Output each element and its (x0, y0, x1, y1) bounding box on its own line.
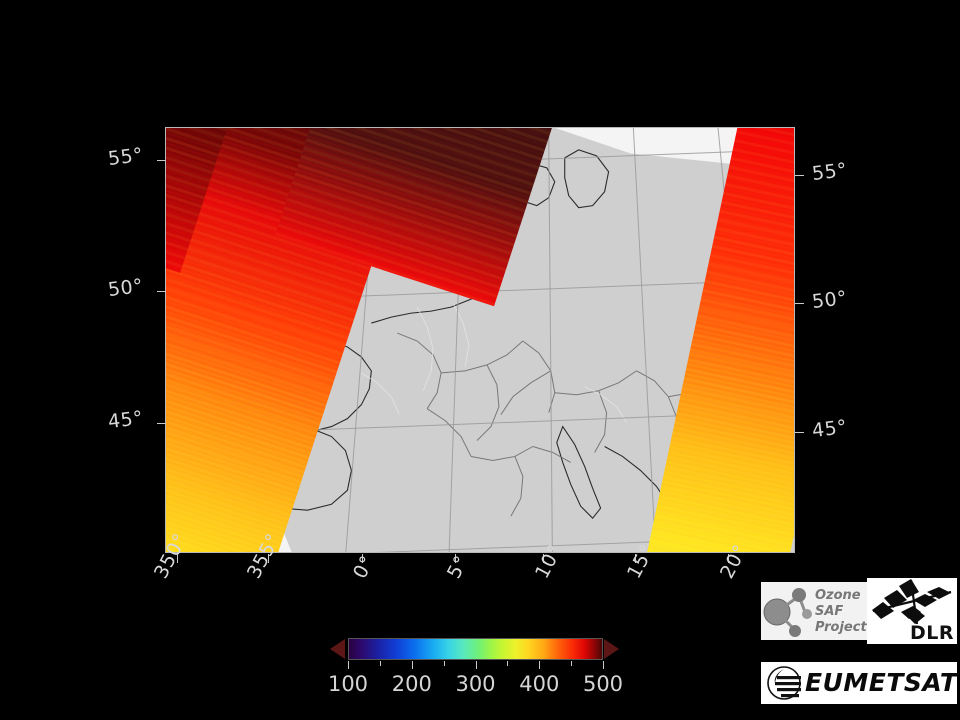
tick-lon-5 (455, 554, 456, 563)
colorbar-tick-200 (411, 661, 413, 669)
axis-label-lon-0: 0° (349, 552, 380, 583)
axis-label-lat-left-50: 50° (106, 274, 145, 302)
colorbar-tick-100 (348, 661, 349, 669)
tick-left-45 (157, 423, 166, 424)
data-swath-layer (166, 128, 794, 552)
axis-label-lat-right-50: 50° (810, 286, 849, 314)
colorbar-gradient (348, 638, 603, 660)
ozone-logo-line2: SAF (815, 604, 844, 619)
axis-label-lat-right-55: 55° (810, 158, 849, 186)
swath-pixel-noise (631, 128, 794, 552)
tick-lon-355 (268, 554, 269, 563)
dlr-logo-label: DLR (909, 622, 954, 644)
tick-lon-0 (362, 554, 363, 563)
colorbar-label-400: 400 (519, 672, 560, 696)
colorbar-tick-300 (475, 661, 477, 669)
tick-left-55 (157, 160, 166, 161)
axis-label-lat-left-45: 45° (106, 406, 145, 434)
logo-eumetsat: EUMETSAT (761, 662, 957, 704)
tick-right-50 (795, 303, 804, 304)
map-plot (165, 127, 795, 553)
ozone-logo-line3: Project (815, 620, 867, 635)
swath-east-swath (631, 128, 794, 552)
logo-ozone-saf-project: Ozone SAF Project (761, 582, 879, 640)
colorbar-tick-500 (603, 661, 604, 669)
axis-label-lat-left-55: 55° (106, 143, 145, 171)
tick-lon-350 (177, 554, 178, 563)
colorbar-label-300: 300 (455, 672, 496, 696)
colorbar-tick-250 (443, 661, 445, 666)
tick-left-50 (157, 291, 166, 292)
colorbar-label-500: 500 (582, 672, 624, 696)
colorbar-over-arrow-icon (604, 639, 619, 659)
colorbar-tick-350 (507, 661, 509, 666)
axis-label-lat-right-45: 45° (810, 415, 849, 443)
colorbar-tick-400 (539, 661, 541, 669)
eumetsat-logo-label: EUMETSAT (805, 668, 958, 697)
colorbar-tick-450 (571, 661, 573, 666)
colorbar-tick-150 (379, 661, 381, 666)
eumetsat-globe-icon (767, 666, 801, 700)
tick-right-45 (795, 432, 804, 433)
colorbar-label-200: 200 (391, 672, 432, 696)
tick-lon-10 (543, 554, 544, 563)
axis-label-lon-350: 350° (150, 529, 192, 583)
molecule-icon (763, 588, 812, 637)
axis-label-lon-5: 5° (443, 552, 474, 583)
colorbar: 100 200 300 400 500 (327, 634, 640, 704)
tick-lon-20 (728, 554, 729, 563)
tick-lon-15 (635, 554, 636, 563)
dlr-mark-icon (872, 579, 952, 625)
logo-dlr: DLR (867, 578, 957, 644)
tick-right-55 (795, 175, 804, 176)
ozone-logo-line1: Ozone (815, 588, 861, 603)
colorbar-under-arrow-icon (330, 639, 345, 659)
colorbar-label-100: 100 (327, 672, 369, 696)
